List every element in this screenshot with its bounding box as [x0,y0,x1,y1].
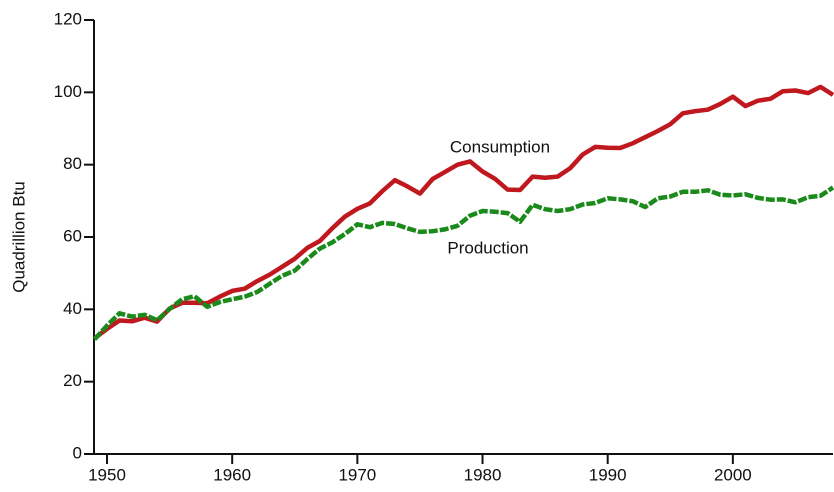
annotation: Production [447,238,528,257]
y-tick-label: 60 [63,226,82,245]
y-tick-label: 120 [54,9,82,28]
y-tick-label: 100 [54,82,82,101]
x-tick-label: 1980 [464,465,502,484]
series-line [92,185,834,341]
x-tick-label: 1950 [88,465,126,484]
annotation: Consumption [450,137,550,156]
x-tick-label: 1960 [213,465,251,484]
series-line [93,84,834,341]
x-tick-label: 1990 [589,465,627,484]
y-tick-label: 40 [63,299,82,318]
y-tick-label: 0 [73,443,82,462]
y-axis-label: Quadrillion Btu [9,181,28,293]
x-tick-label: 1970 [338,465,376,484]
y-tick-label: 20 [63,371,82,390]
x-tick-label: 2000 [714,465,752,484]
y-tick-label: 80 [63,154,82,173]
